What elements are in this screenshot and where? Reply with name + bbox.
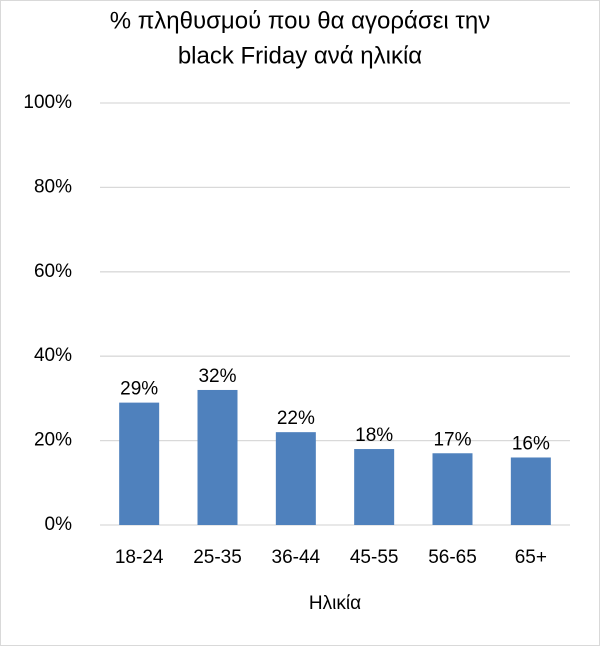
data-label: 17% bbox=[433, 429, 471, 450]
x-tick-label: 36-44 bbox=[272, 547, 321, 568]
chart-title: % πληθυσμού που θα αγοράσει την bbox=[110, 7, 491, 34]
x-tick-label: 45-55 bbox=[350, 547, 399, 568]
bar bbox=[432, 453, 473, 525]
x-tick-label: 25-35 bbox=[193, 547, 242, 568]
data-label: 32% bbox=[198, 366, 236, 387]
x-tick-label: 56-65 bbox=[428, 547, 477, 568]
y-tick-label: 0% bbox=[45, 514, 73, 535]
x-tick-label: 65+ bbox=[515, 547, 547, 568]
x-tick-label: 18-24 bbox=[115, 547, 164, 568]
y-tick-label: 60% bbox=[34, 261, 72, 282]
data-label: 22% bbox=[277, 408, 315, 429]
y-tick-label: 40% bbox=[34, 345, 72, 366]
data-label: 16% bbox=[512, 433, 550, 454]
data-label: 18% bbox=[355, 425, 393, 446]
data-label: 29% bbox=[120, 379, 158, 400]
bar bbox=[354, 449, 395, 525]
chart-title: black Friday ανά ηλικία bbox=[178, 42, 422, 69]
bar bbox=[510, 457, 551, 525]
y-tick-label: 80% bbox=[34, 176, 72, 197]
bar bbox=[119, 402, 160, 525]
bar bbox=[275, 432, 316, 525]
bar bbox=[197, 389, 238, 525]
x-axis-title: Ηλικία bbox=[309, 593, 361, 614]
y-tick-label: 20% bbox=[34, 430, 72, 451]
y-tick-label: 100% bbox=[23, 92, 72, 113]
